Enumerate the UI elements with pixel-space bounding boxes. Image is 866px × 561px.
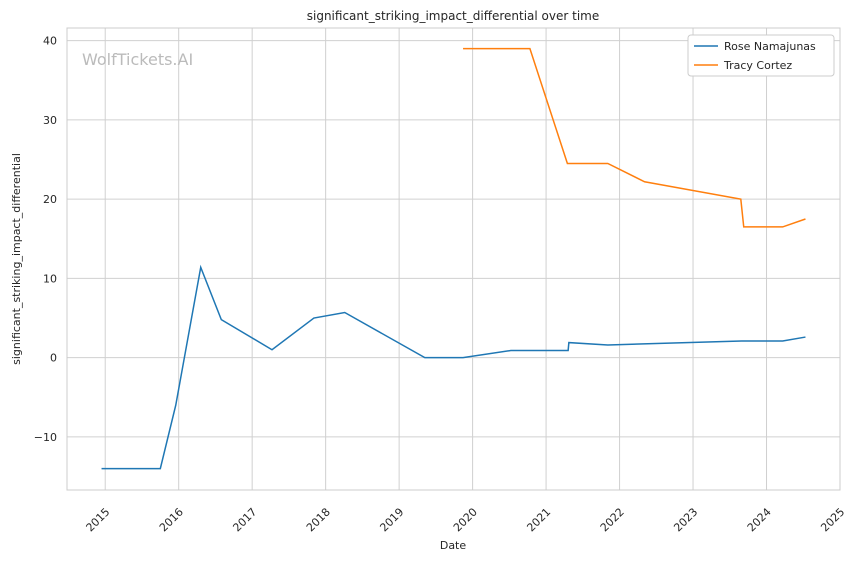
- x-tick-label: 2019: [377, 505, 406, 534]
- grid: [67, 28, 841, 490]
- series-line-tracy-cortez: [463, 47, 806, 228]
- y-tick-label: 10: [43, 272, 57, 285]
- legend-label-rose: Rose Namajunas: [724, 40, 816, 53]
- x-tick-label: 2024: [745, 505, 774, 534]
- series-line-rose-namajunas: [101, 264, 806, 470]
- y-tick-label: −10: [34, 431, 57, 444]
- y-tick-label: 20: [43, 193, 57, 206]
- y-axis-label: significant_striking_impact_differential: [10, 153, 23, 365]
- x-tick-label: 2016: [157, 505, 186, 534]
- x-tick-label: 2021: [524, 505, 553, 534]
- axis-ticks: 2015 2016 2017 2018 2019 2020 2021 2022 2023 2024…: [34, 35, 848, 535]
- y-tick-label: 40: [43, 35, 57, 48]
- x-tick-label: 2025: [818, 505, 847, 534]
- x-tick-label: 2018: [304, 505, 333, 534]
- chart-title: significant_striking_impact_differential…: [307, 9, 599, 23]
- legend-label-tracy: Tracy Cortez: [723, 59, 792, 72]
- x-tick-label: 2015: [84, 505, 113, 534]
- series-lines: [101, 47, 806, 470]
- y-tick-label: 0: [50, 352, 57, 365]
- x-tick-label: 2022: [598, 505, 627, 534]
- x-axis-label: Date: [440, 539, 467, 552]
- x-tick-label: 2017: [230, 505, 259, 534]
- legend: Rose Namajunas Tracy Cortez: [687, 34, 835, 77]
- y-tick-label: 30: [43, 114, 57, 127]
- x-tick-label: 2023: [671, 505, 700, 534]
- x-tick-label: 2020: [451, 505, 480, 534]
- legend-box: [687, 34, 835, 77]
- watermark: WolfTickets.AI: [82, 50, 193, 69]
- plot-frame: [66, 27, 841, 491]
